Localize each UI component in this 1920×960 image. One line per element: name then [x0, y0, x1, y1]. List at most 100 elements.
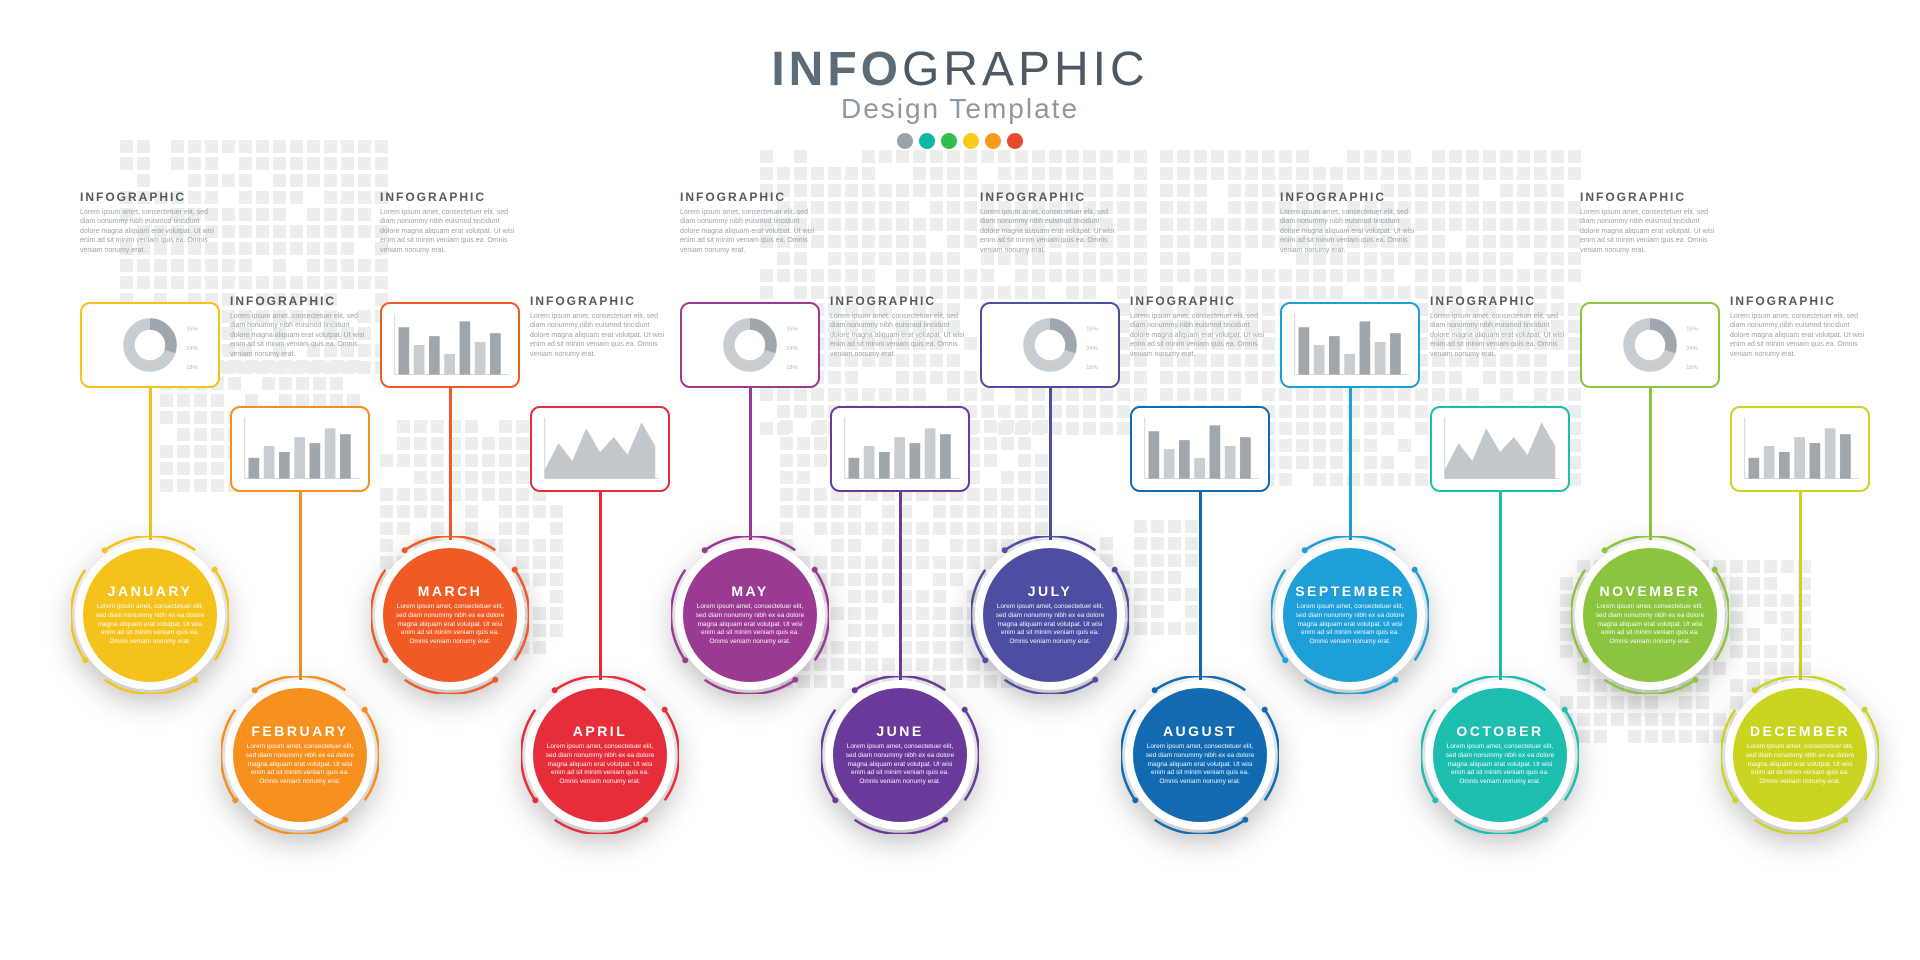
month-label: MAY: [731, 583, 768, 599]
connector-august: [1199, 492, 1202, 680]
month-label: FEBRUARY: [251, 723, 348, 739]
connector-march: [449, 388, 452, 540]
month-body: Lorem ipsum amet, consectetuer elit, sed…: [1293, 603, 1407, 647]
svg-text:15%: 15%: [786, 327, 797, 333]
month-circle-december: DECEMBER Lorem ipsum amet, consectetuer …: [1725, 680, 1875, 830]
svg-text:18%: 18%: [786, 365, 797, 371]
info-heading: INFOGRAPHIC: [980, 190, 1120, 204]
info-text-january: INFOGRAPHIC Lorem ipsum amet, consectetu…: [80, 190, 220, 255]
info-body: Lorem ipsum amet, consectetuer elit, sed…: [1280, 208, 1420, 255]
month-label: JANUARY: [108, 583, 193, 599]
chart-card-may: 15% 24% 18%: [680, 302, 820, 388]
info-text-october: INFOGRAPHIC Lorem ipsum amet, consectetu…: [1430, 294, 1570, 359]
chart-card-march: [380, 302, 520, 388]
month-circle-april: APRIL Lorem ipsum amet, consectetuer eli…: [525, 680, 675, 830]
connector-june: [899, 492, 902, 680]
info-text-may: INFOGRAPHIC Lorem ipsum amet, consectetu…: [680, 190, 820, 255]
info-body: Lorem ipsum amet, consectetuer elit, sed…: [80, 208, 220, 255]
info-text-july: INFOGRAPHIC Lorem ipsum amet, consectetu…: [980, 190, 1120, 255]
connector-february: [299, 492, 302, 680]
info-body: Lorem ipsum amet, consectetuer elit, sed…: [230, 312, 370, 359]
chart-card-october: [1430, 406, 1570, 492]
month-label: SEPTEMBER: [1295, 583, 1405, 599]
info-heading: INFOGRAPHIC: [80, 190, 220, 204]
chart-card-april: [530, 406, 670, 492]
svg-text:18%: 18%: [1686, 365, 1697, 371]
month-circle-january: JANUARY Lorem ipsum amet, consectetuer e…: [75, 540, 225, 690]
month-body: Lorem ipsum amet, consectetuer elit, sed…: [693, 603, 807, 647]
month-body: Lorem ipsum amet, consectetuer elit, sed…: [1443, 743, 1557, 787]
chart-card-january: 15% 24% 18%: [80, 302, 220, 388]
info-heading: INFOGRAPHIC: [530, 294, 670, 308]
month-body: Lorem ipsum amet, consectetuer elit, sed…: [393, 603, 507, 647]
info-heading: INFOGRAPHIC: [1430, 294, 1570, 308]
chart-card-february: [230, 406, 370, 492]
info-body: Lorem ipsum amet, consectetuer elit, sed…: [530, 312, 670, 359]
month-label: OCTOBER: [1456, 723, 1543, 739]
subtitle: Design Template: [0, 93, 1920, 125]
month-circle-june: JUNE Lorem ipsum amet, consectetuer elit…: [825, 680, 975, 830]
info-text-december: INFOGRAPHIC Lorem ipsum amet, consectetu…: [1730, 294, 1870, 359]
color-legend-dots: [0, 133, 1920, 154]
month-body: Lorem ipsum amet, consectetuer elit, sed…: [1143, 743, 1257, 787]
svg-text:18%: 18%: [1086, 365, 1097, 371]
svg-text:15%: 15%: [1686, 327, 1697, 333]
svg-text:15%: 15%: [1086, 327, 1097, 333]
info-text-september: INFOGRAPHIC Lorem ipsum amet, consectetu…: [1280, 190, 1420, 255]
chart-card-november: 15% 24% 18%: [1580, 302, 1720, 388]
connector-april: [599, 492, 602, 680]
info-text-february: INFOGRAPHIC Lorem ipsum amet, consectetu…: [230, 294, 370, 359]
chart-card-august: [1130, 406, 1270, 492]
info-body: Lorem ipsum amet, consectetuer elit, sed…: [1580, 208, 1720, 255]
main-title: INFOGRAPHIC: [0, 42, 1920, 97]
info-body: Lorem ipsum amet, consectetuer elit, sed…: [1130, 312, 1270, 359]
month-body: Lorem ipsum amet, consectetuer elit, sed…: [543, 743, 657, 787]
connector-december: [1799, 492, 1802, 680]
info-heading: INFOGRAPHIC: [1280, 190, 1420, 204]
month-circle-july: JULY Lorem ipsum amet, consectetuer elit…: [975, 540, 1125, 690]
month-label: DECEMBER: [1750, 723, 1850, 739]
connector-may: [749, 388, 752, 540]
info-body: Lorem ipsum amet, consectetuer elit, sed…: [1430, 312, 1570, 359]
svg-text:15%: 15%: [186, 327, 197, 333]
month-circle-may: MAY Lorem ipsum amet, consectetuer elit,…: [675, 540, 825, 690]
month-circle-february: FEBRUARY Lorem ipsum amet, consectetuer …: [225, 680, 375, 830]
connector-november: [1649, 388, 1652, 540]
connector-september: [1349, 388, 1352, 540]
svg-text:24%: 24%: [1686, 346, 1697, 352]
chart-card-june: [830, 406, 970, 492]
info-heading: INFOGRAPHIC: [830, 294, 970, 308]
header: INFOGRAPHIC Design Template: [0, 42, 1920, 154]
info-body: Lorem ipsum amet, consectetuer elit, sed…: [380, 208, 520, 255]
svg-text:24%: 24%: [186, 346, 197, 352]
info-body: Lorem ipsum amet, consectetuer elit, sed…: [1730, 312, 1870, 359]
info-heading: INFOGRAPHIC: [380, 190, 520, 204]
chart-card-july: 15% 24% 18%: [980, 302, 1120, 388]
month-body: Lorem ipsum amet, consectetuer elit, sed…: [93, 603, 207, 647]
info-text-november: INFOGRAPHIC Lorem ipsum amet, consectetu…: [1580, 190, 1720, 255]
info-heading: INFOGRAPHIC: [1730, 294, 1870, 308]
info-text-june: INFOGRAPHIC Lorem ipsum amet, consectetu…: [830, 294, 970, 359]
month-body: Lorem ipsum amet, consectetuer elit, sed…: [993, 603, 1107, 647]
month-circle-november: NOVEMBER Lorem ipsum amet, consectetuer …: [1575, 540, 1725, 690]
month-label: NOVEMBER: [1600, 583, 1701, 599]
month-label: APRIL: [573, 723, 628, 739]
chart-card-december: [1730, 406, 1870, 492]
month-circle-august: AUGUST Lorem ipsum amet, consectetuer el…: [1125, 680, 1275, 830]
month-label: JULY: [1028, 583, 1073, 599]
month-circle-october: OCTOBER Lorem ipsum amet, consectetuer e…: [1425, 680, 1575, 830]
month-label: JUNE: [876, 723, 923, 739]
info-body: Lorem ipsum amet, consectetuer elit, sed…: [680, 208, 820, 255]
info-text-march: INFOGRAPHIC Lorem ipsum amet, consectetu…: [380, 190, 520, 255]
info-heading: INFOGRAPHIC: [230, 294, 370, 308]
month-label: AUGUST: [1163, 723, 1237, 739]
connector-october: [1499, 492, 1502, 680]
connector-january: [149, 388, 152, 540]
month-body: Lorem ipsum amet, consectetuer elit, sed…: [1743, 743, 1857, 787]
svg-text:18%: 18%: [186, 365, 197, 371]
svg-text:24%: 24%: [1086, 346, 1097, 352]
month-circle-september: SEPTEMBER Lorem ipsum amet, consectetuer…: [1275, 540, 1425, 690]
svg-text:24%: 24%: [786, 346, 797, 352]
info-heading: INFOGRAPHIC: [680, 190, 820, 204]
month-body: Lorem ipsum amet, consectetuer elit, sed…: [1593, 603, 1707, 647]
